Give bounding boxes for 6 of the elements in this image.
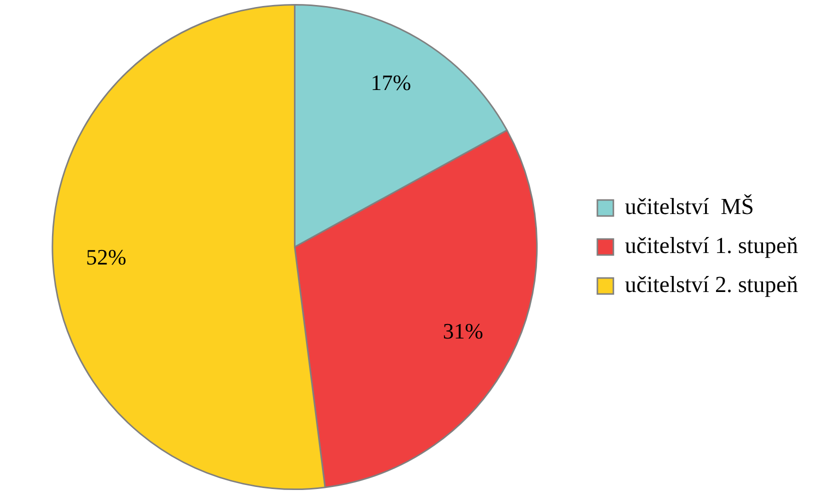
data-label: 52% [86,244,126,270]
data-label: 17% [370,70,412,96]
data-label: 31% [442,318,484,344]
legend-label: učitelství MŠ [624,194,754,220]
legend-label: učitelství 1. stupeň [624,233,798,258]
legend-label: učitelství 2. stupeň [624,272,798,298]
